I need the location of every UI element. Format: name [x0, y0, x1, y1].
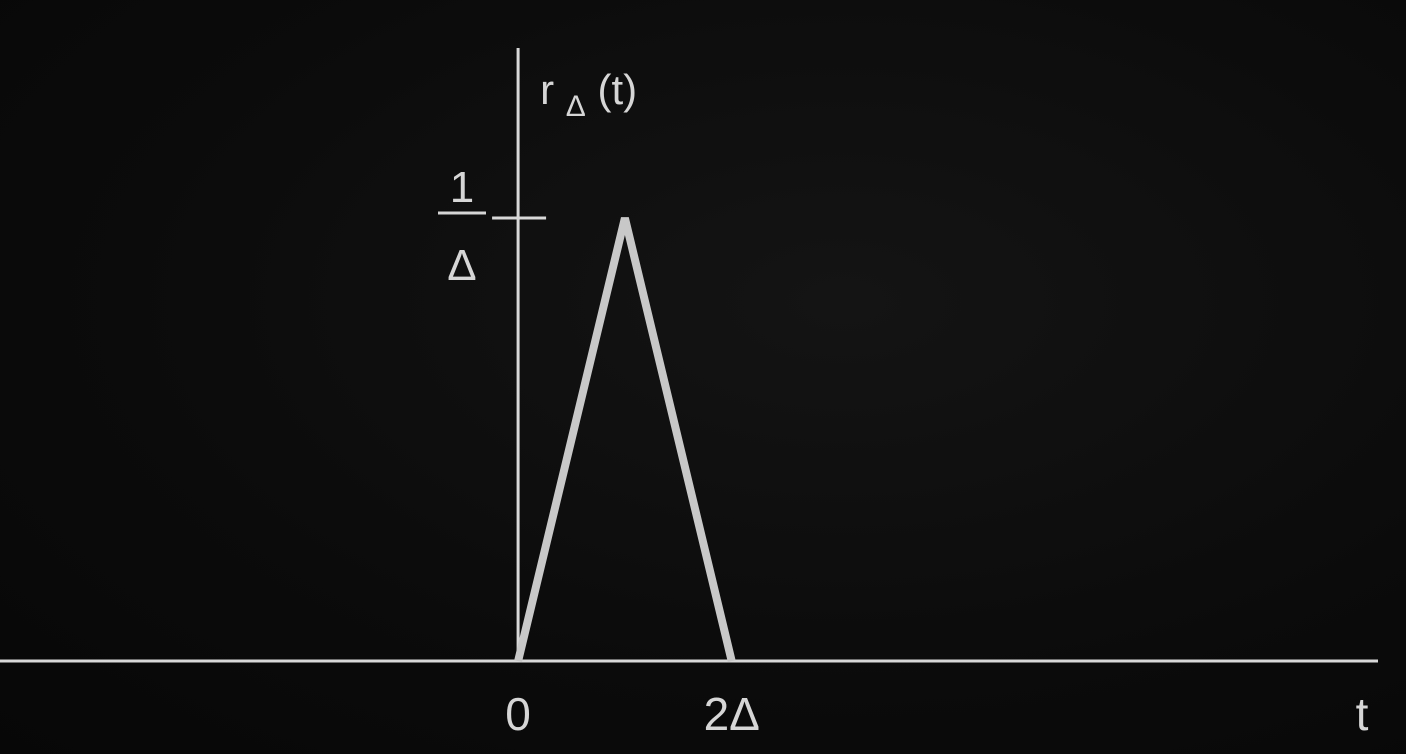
function-label-base: r: [540, 66, 554, 113]
function-label-argument: (t): [597, 66, 637, 113]
x-tick-label: 2Δ: [704, 688, 760, 740]
x-axis-label: t: [1356, 688, 1369, 740]
x-tick-label: 0: [505, 688, 531, 740]
function-label: r Δ (t): [540, 66, 637, 125]
triangle-pulse-curve: [514, 217, 736, 662]
y-tick-denominator: Δ: [447, 241, 476, 290]
function-label-subscript: Δ: [566, 90, 586, 123]
y-tick-numerator: 1: [450, 163, 474, 212]
